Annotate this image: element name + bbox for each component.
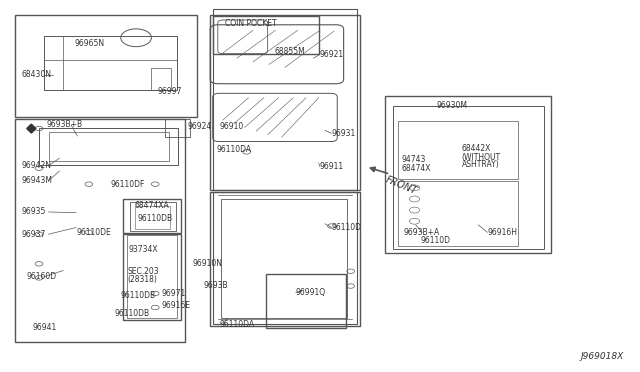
Bar bbox=[49, 132, 169, 161]
Text: ASHTRAY): ASHTRAY) bbox=[462, 160, 500, 169]
Bar bbox=[15, 119, 184, 342]
Text: 68474XA: 68474XA bbox=[135, 201, 170, 210]
Text: 68430N: 68430N bbox=[21, 70, 51, 79]
Bar bbox=[39, 128, 178, 164]
Text: SEC.203: SEC.203 bbox=[127, 267, 159, 276]
Text: (WITHOUT: (WITHOUT bbox=[462, 153, 501, 161]
Text: 96937: 96937 bbox=[21, 230, 45, 239]
Text: 96935: 96935 bbox=[21, 208, 45, 217]
Bar bbox=[44, 36, 177, 90]
Text: 96110DA: 96110DA bbox=[216, 145, 252, 154]
Text: 96110D: 96110D bbox=[332, 223, 362, 232]
Text: 96110DA: 96110DA bbox=[219, 321, 254, 330]
Bar bbox=[212, 9, 357, 190]
Text: 96971: 96971 bbox=[162, 289, 186, 298]
Bar bbox=[124, 199, 180, 234]
Text: FRONT: FRONT bbox=[384, 174, 419, 196]
Text: 96910N: 96910N bbox=[192, 259, 222, 267]
Text: (28318): (28318) bbox=[127, 275, 157, 284]
Bar bbox=[130, 202, 175, 231]
Polygon shape bbox=[27, 124, 36, 133]
Text: 9693B+A: 9693B+A bbox=[403, 228, 439, 237]
Text: 96943M: 96943M bbox=[21, 176, 52, 185]
Text: 96110DF: 96110DF bbox=[111, 180, 145, 189]
Bar bbox=[398, 121, 518, 179]
Text: 96965N: 96965N bbox=[74, 39, 104, 48]
Text: COIN POCKET: COIN POCKET bbox=[225, 19, 277, 28]
Bar bbox=[210, 15, 360, 190]
Text: 93734X: 93734X bbox=[129, 245, 158, 254]
Text: 94743: 94743 bbox=[402, 155, 426, 164]
Text: 96910: 96910 bbox=[219, 122, 243, 131]
Text: 96916E: 96916E bbox=[162, 301, 191, 310]
Text: 96921: 96921 bbox=[320, 50, 344, 59]
Text: 96931: 96931 bbox=[332, 129, 356, 138]
Bar bbox=[210, 192, 360, 326]
Bar bbox=[124, 234, 180, 320]
Bar bbox=[221, 199, 348, 318]
Bar bbox=[15, 15, 197, 118]
Bar bbox=[212, 192, 357, 324]
Text: 68855M: 68855M bbox=[274, 47, 305, 56]
Text: 96110DB: 96110DB bbox=[115, 310, 150, 318]
Text: 96942N: 96942N bbox=[21, 161, 51, 170]
Text: 96911: 96911 bbox=[320, 162, 344, 171]
Text: 96110DB: 96110DB bbox=[121, 291, 156, 300]
Bar bbox=[212, 16, 319, 54]
Text: 96997: 96997 bbox=[157, 87, 182, 96]
Bar bbox=[135, 206, 170, 229]
Bar bbox=[152, 68, 171, 90]
Bar bbox=[393, 106, 543, 249]
Text: 68474X: 68474X bbox=[402, 164, 431, 173]
Text: 96916H: 96916H bbox=[487, 228, 517, 237]
Text: 96160D: 96160D bbox=[26, 272, 56, 281]
Bar bbox=[127, 235, 177, 318]
Text: 96110DE: 96110DE bbox=[76, 228, 111, 237]
Text: 68442X: 68442X bbox=[462, 144, 491, 153]
Text: 96110D: 96110D bbox=[421, 236, 451, 246]
Text: J969018X: J969018X bbox=[580, 352, 623, 361]
Text: 96924: 96924 bbox=[187, 122, 211, 131]
Text: 96930M: 96930M bbox=[436, 101, 467, 110]
Text: 9693B: 9693B bbox=[204, 281, 228, 290]
Text: 96991Q: 96991Q bbox=[296, 288, 326, 297]
Bar bbox=[385, 96, 551, 253]
Text: 9693B+B: 9693B+B bbox=[47, 121, 83, 129]
Text: 96941: 96941 bbox=[33, 323, 57, 332]
Bar bbox=[166, 119, 189, 137]
Bar bbox=[398, 181, 518, 246]
Bar bbox=[266, 274, 346, 328]
Text: 96110DB: 96110DB bbox=[138, 214, 173, 223]
